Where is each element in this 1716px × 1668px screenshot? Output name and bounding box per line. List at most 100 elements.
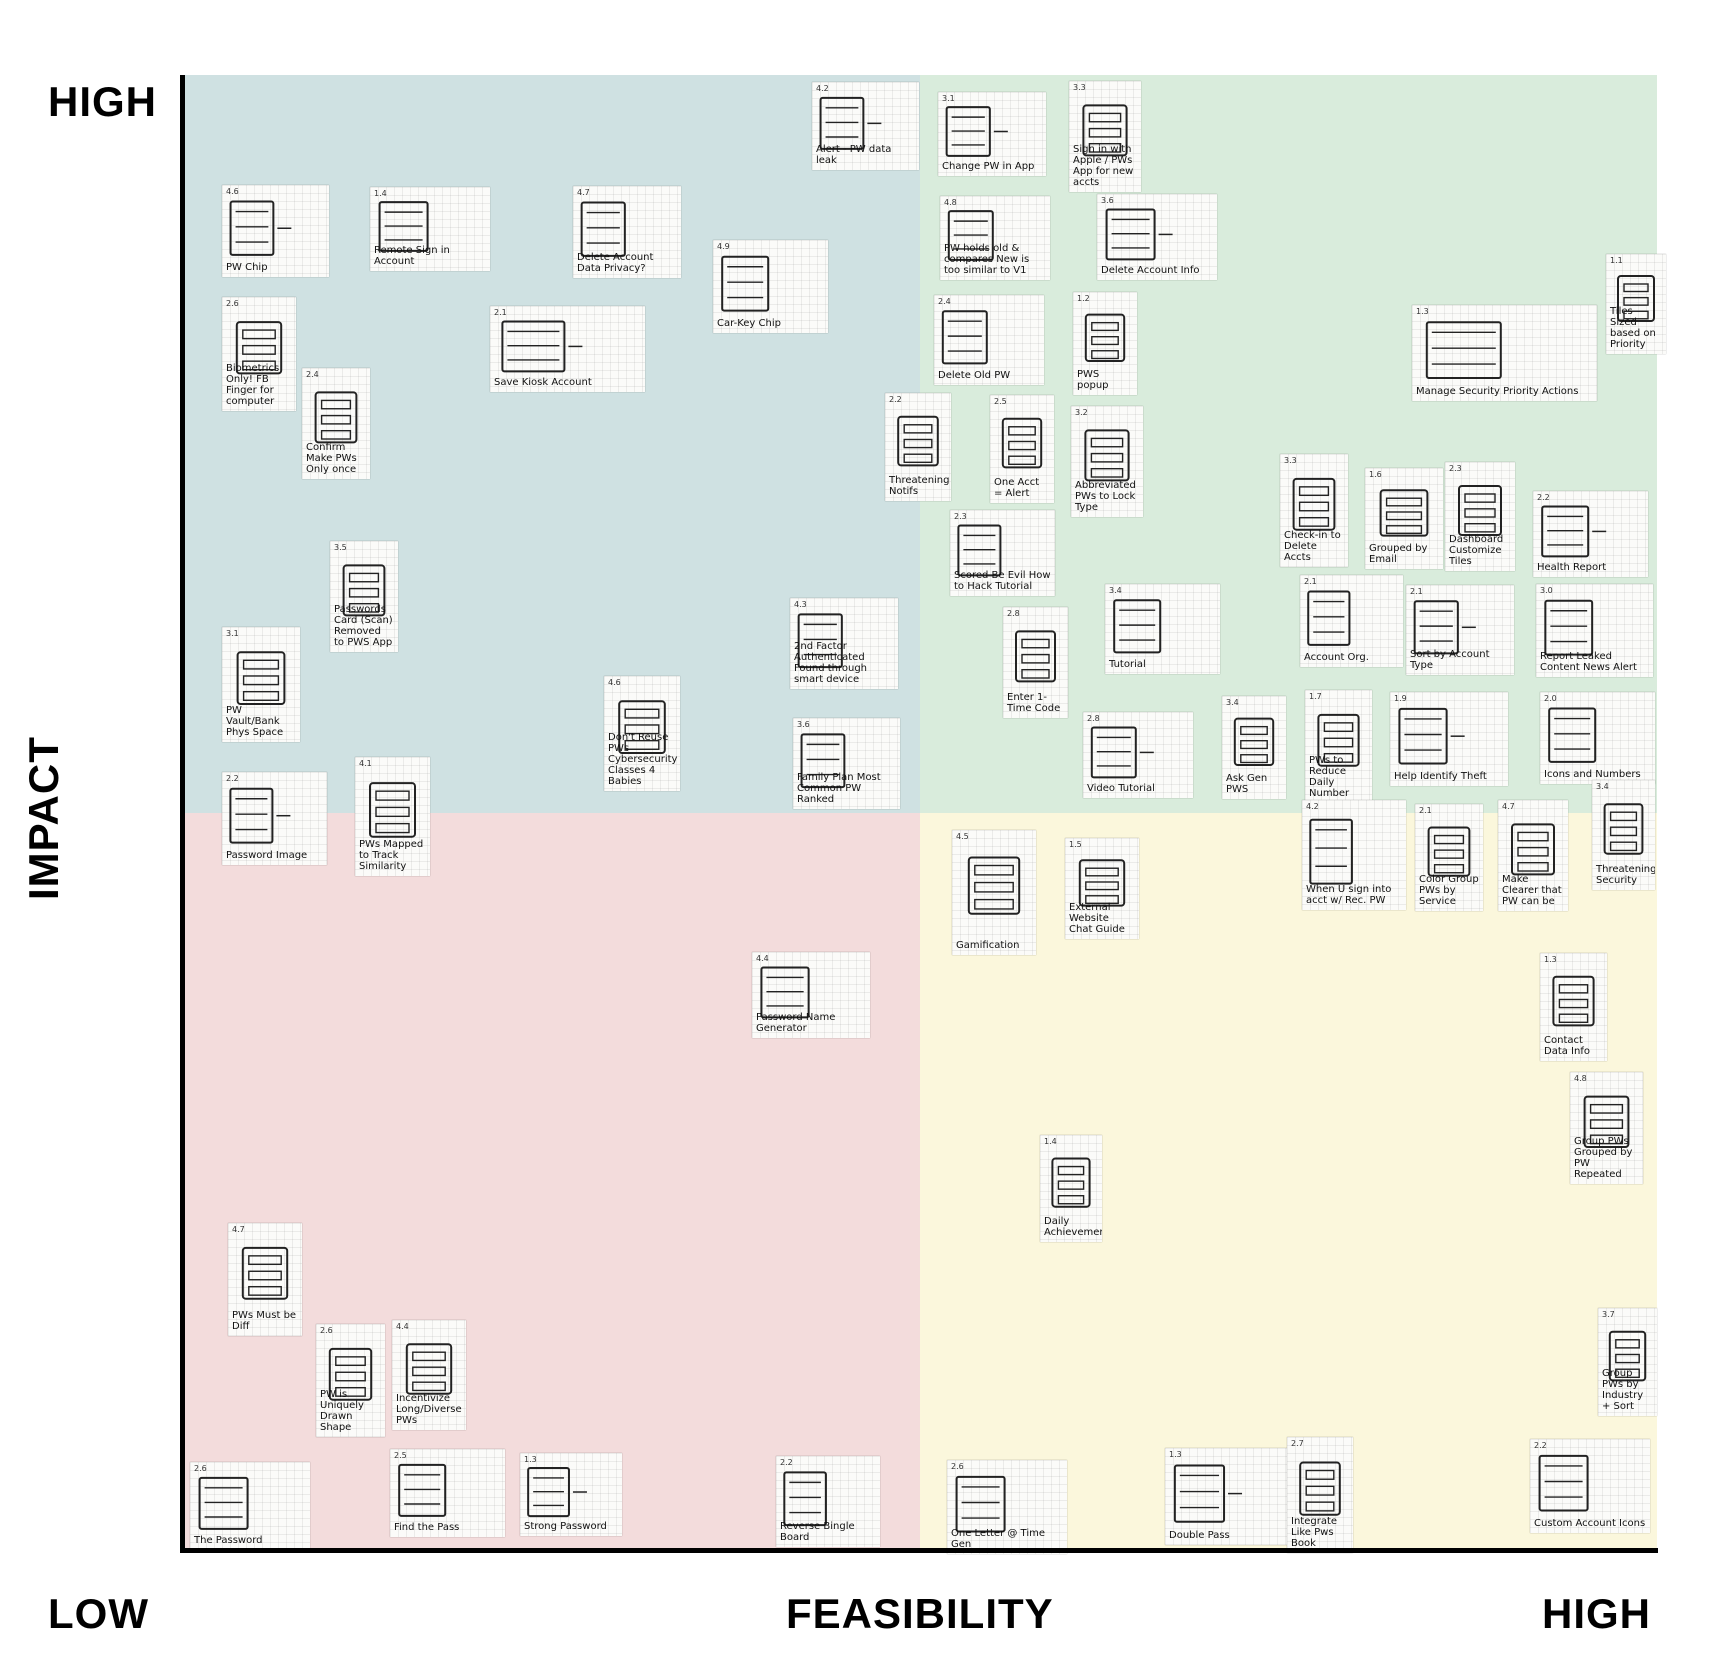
sketch-drawing [721, 255, 770, 312]
sketch-card: 3.3 Check-in to Delete Accts [1280, 454, 1348, 567]
sketch-id: 4.4 [396, 1322, 409, 1331]
sketch-caption: Custom Account Icons [1534, 1518, 1646, 1529]
sketch-id: 2.0 [1544, 694, 1557, 703]
sketch-card: 4.8 Group PWs Grouped by PW Repeated [1570, 1072, 1643, 1184]
sketch-drawing [1427, 826, 1471, 877]
sketch-drawing [1425, 321, 1502, 379]
sketch-drawing [229, 787, 291, 844]
sketch-caption: Strong Password [524, 1521, 607, 1532]
sketch-id: 1.9 [1394, 694, 1407, 703]
sketch-id: 4.7 [232, 1225, 245, 1234]
sketch-card: 2.7 Integrate Like Pws Book [1287, 1437, 1353, 1553]
y-axis-line [180, 75, 185, 1552]
sketch-drawing [229, 200, 292, 256]
sketch-caption: Alert - PW data leak [816, 144, 892, 166]
sketch-card: 4.4 Incentivize Long/Diverse PWs [392, 1320, 466, 1430]
sketch-drawing [1617, 275, 1655, 322]
sketch-card: 4.6 Don't Reuse PWs Cybersecurity Classes… [604, 676, 680, 791]
sketch-card: 1.3 Strong Password [520, 1453, 622, 1536]
sketch-id: 4.2 [1306, 802, 1319, 811]
sketch-caption: One Letter @ Time Gen [951, 1528, 1046, 1550]
sketch-id: 2.1 [1410, 587, 1423, 596]
sketch-caption: Gamification [956, 940, 1020, 951]
sketch-caption: Scored Be Evil How to Hack Tutorial [954, 570, 1051, 592]
sketch-drawing [1084, 429, 1130, 482]
sketch-card: 2.4 Confirm Make PWs Only once [302, 368, 370, 479]
sketch-card: 2.5 Find the Pass [390, 1449, 505, 1537]
sketch-drawing [1603, 803, 1644, 855]
sketch-drawing [1307, 590, 1351, 646]
sketch-id: 4.2 [816, 84, 829, 93]
sketch-id: 1.4 [1044, 1137, 1057, 1146]
sketch-card: 4.2 Alert - PW data leak [812, 82, 919, 170]
sketch-id: 4.1 [359, 759, 372, 768]
sketch-drawing [1084, 313, 1126, 363]
sketch-drawing [957, 524, 1002, 577]
sketch-card: 4.9 Car-Key Chip [713, 240, 828, 333]
sketch-caption: Threatening Security [1596, 864, 1655, 886]
sketch-id: 3.1 [942, 94, 955, 103]
sketch-caption: Account Org. [1304, 652, 1369, 663]
sketch-drawing [1051, 1157, 1091, 1208]
sketch-id: 2.6 [951, 1462, 964, 1471]
sketch-caption: PWs to Reduce Daily Number [1309, 755, 1350, 799]
sketch-caption: Confirm Make PWs Only once [306, 442, 357, 475]
sketch-caption: Incentivize Long/Diverse PWs [396, 1393, 462, 1426]
sketch-caption: Color Group PWs by Service [1419, 874, 1479, 907]
sketch-id: 1.6 [1369, 470, 1382, 479]
sketch-id: 2.7 [1291, 1439, 1304, 1448]
sketch-card: 3.6 Delete Account Info [1097, 194, 1217, 280]
sketch-drawing [1078, 859, 1126, 907]
sketch-card: 3.7 Group PWs by Industry + Sort [1598, 1308, 1657, 1416]
sketch-card: 2.2 Custom Account Icons [1530, 1439, 1650, 1533]
sketch-caption: PWs Must be Diff [232, 1310, 297, 1332]
sketch-card: 1.4 Remote Sign in Account [370, 187, 490, 271]
sketch-drawing [1608, 1330, 1647, 1382]
sketch-id: 2.6 [194, 1464, 207, 1473]
sketch-drawing [1398, 707, 1465, 765]
sketch-caption: Double Pass [1169, 1530, 1230, 1541]
sketch-card: 2.8 Enter 1-Time Code [1003, 607, 1068, 718]
sketch-caption: Video Tutorial [1087, 783, 1155, 794]
sketch-id: 4.9 [717, 242, 730, 251]
sketch-id: 2.4 [306, 370, 319, 379]
x-axis-low-label: LOW [48, 1590, 149, 1637]
sketch-caption: Report Leaked Content News Alert [1540, 651, 1637, 673]
sketch-caption: Find the Pass [394, 1522, 460, 1533]
sketch-card: 2.0 Icons and Numbers [1540, 692, 1655, 784]
sketch-caption: Delete Account Data Privacy? [577, 252, 654, 274]
sketch-card: 4.7 Make Clearer that PW can be [1498, 800, 1568, 911]
sketch-card: 2.1 Save Kiosk Account [490, 306, 645, 392]
sketch-id: 2.2 [226, 774, 239, 783]
sketch-caption: Remote Sign in Account [374, 245, 450, 267]
sketch-card: 2.3 Dashboard Customize Tiles [1445, 462, 1515, 571]
sketch-id: 4.8 [944, 198, 957, 207]
sketch-caption: Daily Achievement [1044, 1216, 1102, 1238]
sketch-id: 4.4 [756, 954, 769, 963]
sketch-card: 3.3 Sign in with Apple / PWs App for new … [1069, 81, 1141, 192]
sketch-caption: PW Chip [226, 262, 268, 273]
sketch-card: 2.1 Color Group PWs by Service [1415, 804, 1483, 911]
x-axis-title: FEASIBILITY [786, 1590, 1054, 1637]
sketch-id: 1.3 [1544, 955, 1557, 964]
sketch-drawing [1292, 477, 1336, 531]
sketch-id: 3.1 [226, 629, 239, 638]
sketch-id: 2.1 [494, 308, 507, 317]
sketch-caption: Group PWs by Industry + Sort [1602, 1368, 1644, 1412]
sketch-id: 4.8 [1574, 1074, 1587, 1083]
sketch-caption: Check-in to Delete Accts [1284, 530, 1341, 563]
sketch-caption: PWS popup [1077, 369, 1109, 391]
sketch-caption: Integrate Like Pws Book [1291, 1516, 1338, 1549]
y-axis-high-label: HIGH [48, 78, 157, 125]
sketch-caption: Passwords Card (Scan) Removed to PWS App [334, 604, 393, 648]
sketch-card: 3.1 Change PW in App [938, 92, 1046, 176]
sketch-card: 4.5 Gamification [952, 830, 1036, 955]
sketch-caption: Group PWs Grouped by PW Repeated [1574, 1136, 1633, 1180]
sketch-caption: Enter 1-Time Code [1007, 692, 1061, 714]
sketch-drawing [1548, 707, 1597, 763]
sketch-id: 2.2 [1534, 1441, 1547, 1450]
sketch-drawing [1544, 599, 1594, 656]
sketch-drawing [945, 106, 1008, 157]
sketch-drawing [1552, 975, 1595, 1027]
sketch-caption: Dashboard Customize Tiles [1449, 534, 1504, 567]
